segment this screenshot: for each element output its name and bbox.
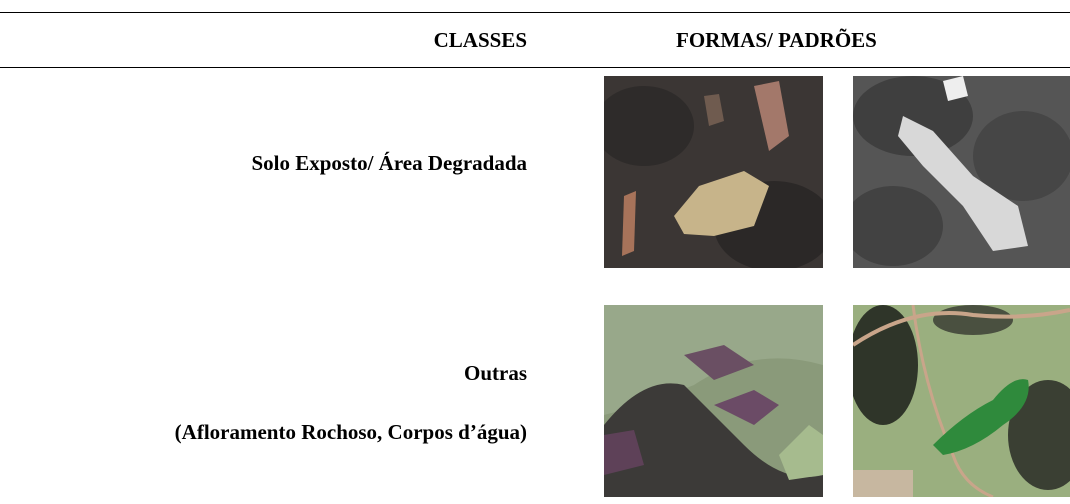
class-label: Outras: [464, 361, 527, 385]
image-color-water: [853, 305, 1070, 497]
image-color-degraded: [604, 76, 823, 268]
image-color-other: [604, 305, 823, 497]
class-sublabel: (Afloramento Rochoso, Corpos d’água): [174, 420, 527, 444]
class-label: Solo Exposto/ Área Degradada: [251, 151, 527, 175]
header-classes: CLASSES: [433, 28, 527, 52]
header-rule: [0, 67, 1070, 68]
header-formas: FORMAS/ PADRÕES: [676, 28, 877, 52]
top-rule: [0, 12, 1070, 13]
image-bw-degraded: [853, 76, 1070, 268]
